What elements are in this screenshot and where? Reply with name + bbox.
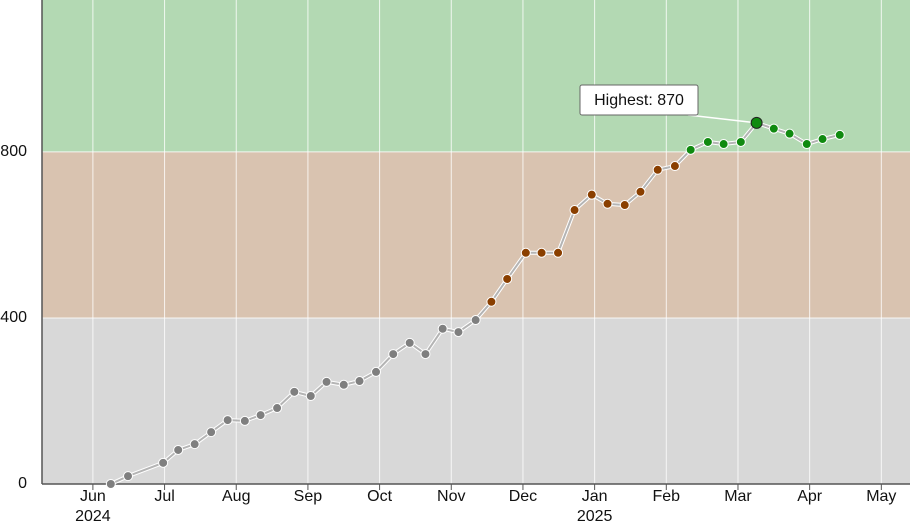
x-tick-label: Mar: [724, 488, 752, 505]
rating-point: [602, 198, 613, 209]
rating-point: [123, 471, 134, 482]
year-label: 2025: [577, 508, 613, 525]
rating-point: [420, 349, 431, 360]
year-label: 2024: [75, 508, 111, 525]
x-tick-label: Feb: [653, 488, 681, 505]
rating-point: [834, 129, 845, 140]
rating-point: [817, 134, 828, 145]
rating-point: [652, 164, 663, 175]
y-tick-label: 400: [0, 309, 27, 326]
rating-point: [437, 323, 448, 334]
rating-point: [669, 161, 680, 172]
y-tick-label: 800: [0, 143, 27, 160]
rating-point: [619, 200, 630, 211]
band: [42, 151, 910, 318]
rating-point: [553, 247, 564, 258]
x-tick-label: Nov: [437, 488, 465, 505]
rating-point: [404, 337, 415, 348]
rating-point: [289, 386, 300, 397]
rating-point: [685, 144, 696, 155]
rating-point: [502, 273, 513, 284]
rating-point: [702, 136, 713, 147]
x-tick-label: Jul: [154, 488, 174, 505]
x-tick-label: Aug: [222, 488, 250, 505]
annotation-text: Highest: 870: [594, 92, 684, 109]
annotation-box: [579, 84, 699, 116]
x-tick-label: Oct: [367, 488, 392, 505]
rating-point: [586, 189, 597, 200]
rating-point: [173, 444, 184, 455]
x-tick-label: Jan: [582, 488, 608, 505]
rating-point: [486, 296, 497, 307]
rating-point: [735, 136, 746, 147]
rating-point: [453, 327, 464, 338]
rating-point: [239, 415, 250, 426]
rating-point: [750, 116, 763, 129]
rating-point: [189, 439, 200, 450]
annotation-pointer: [687, 114, 757, 124]
rating-point: [470, 315, 481, 326]
rating-point: [784, 128, 795, 139]
rating-point: [255, 410, 266, 421]
x-tick-label: Jun: [80, 488, 106, 505]
x-tick-label: Apr: [797, 488, 823, 505]
rating-point: [520, 247, 531, 258]
x-tick-label: May: [866, 488, 896, 505]
rating-point: [338, 379, 349, 390]
rating-point: [536, 247, 547, 258]
rating-point: [635, 186, 646, 197]
rating-point: [768, 123, 779, 134]
y-tick-label: 0: [18, 475, 27, 492]
rating-point: [158, 457, 169, 468]
rating-point: [354, 376, 365, 387]
rating-point: [321, 376, 332, 387]
x-tick-label: Dec: [509, 488, 537, 505]
rating-point: [305, 391, 316, 401]
rating-point: [569, 205, 580, 216]
x-tick-label: Sep: [294, 488, 323, 505]
rating-point: [718, 139, 729, 150]
band: [42, 317, 910, 484]
rating-point: [222, 415, 233, 426]
rating-point: [371, 366, 382, 377]
rating-point: [801, 139, 812, 150]
rating-point: [105, 479, 116, 489]
rating-point: [206, 427, 217, 438]
rating-point: [272, 403, 283, 414]
rating-point: [388, 349, 399, 360]
